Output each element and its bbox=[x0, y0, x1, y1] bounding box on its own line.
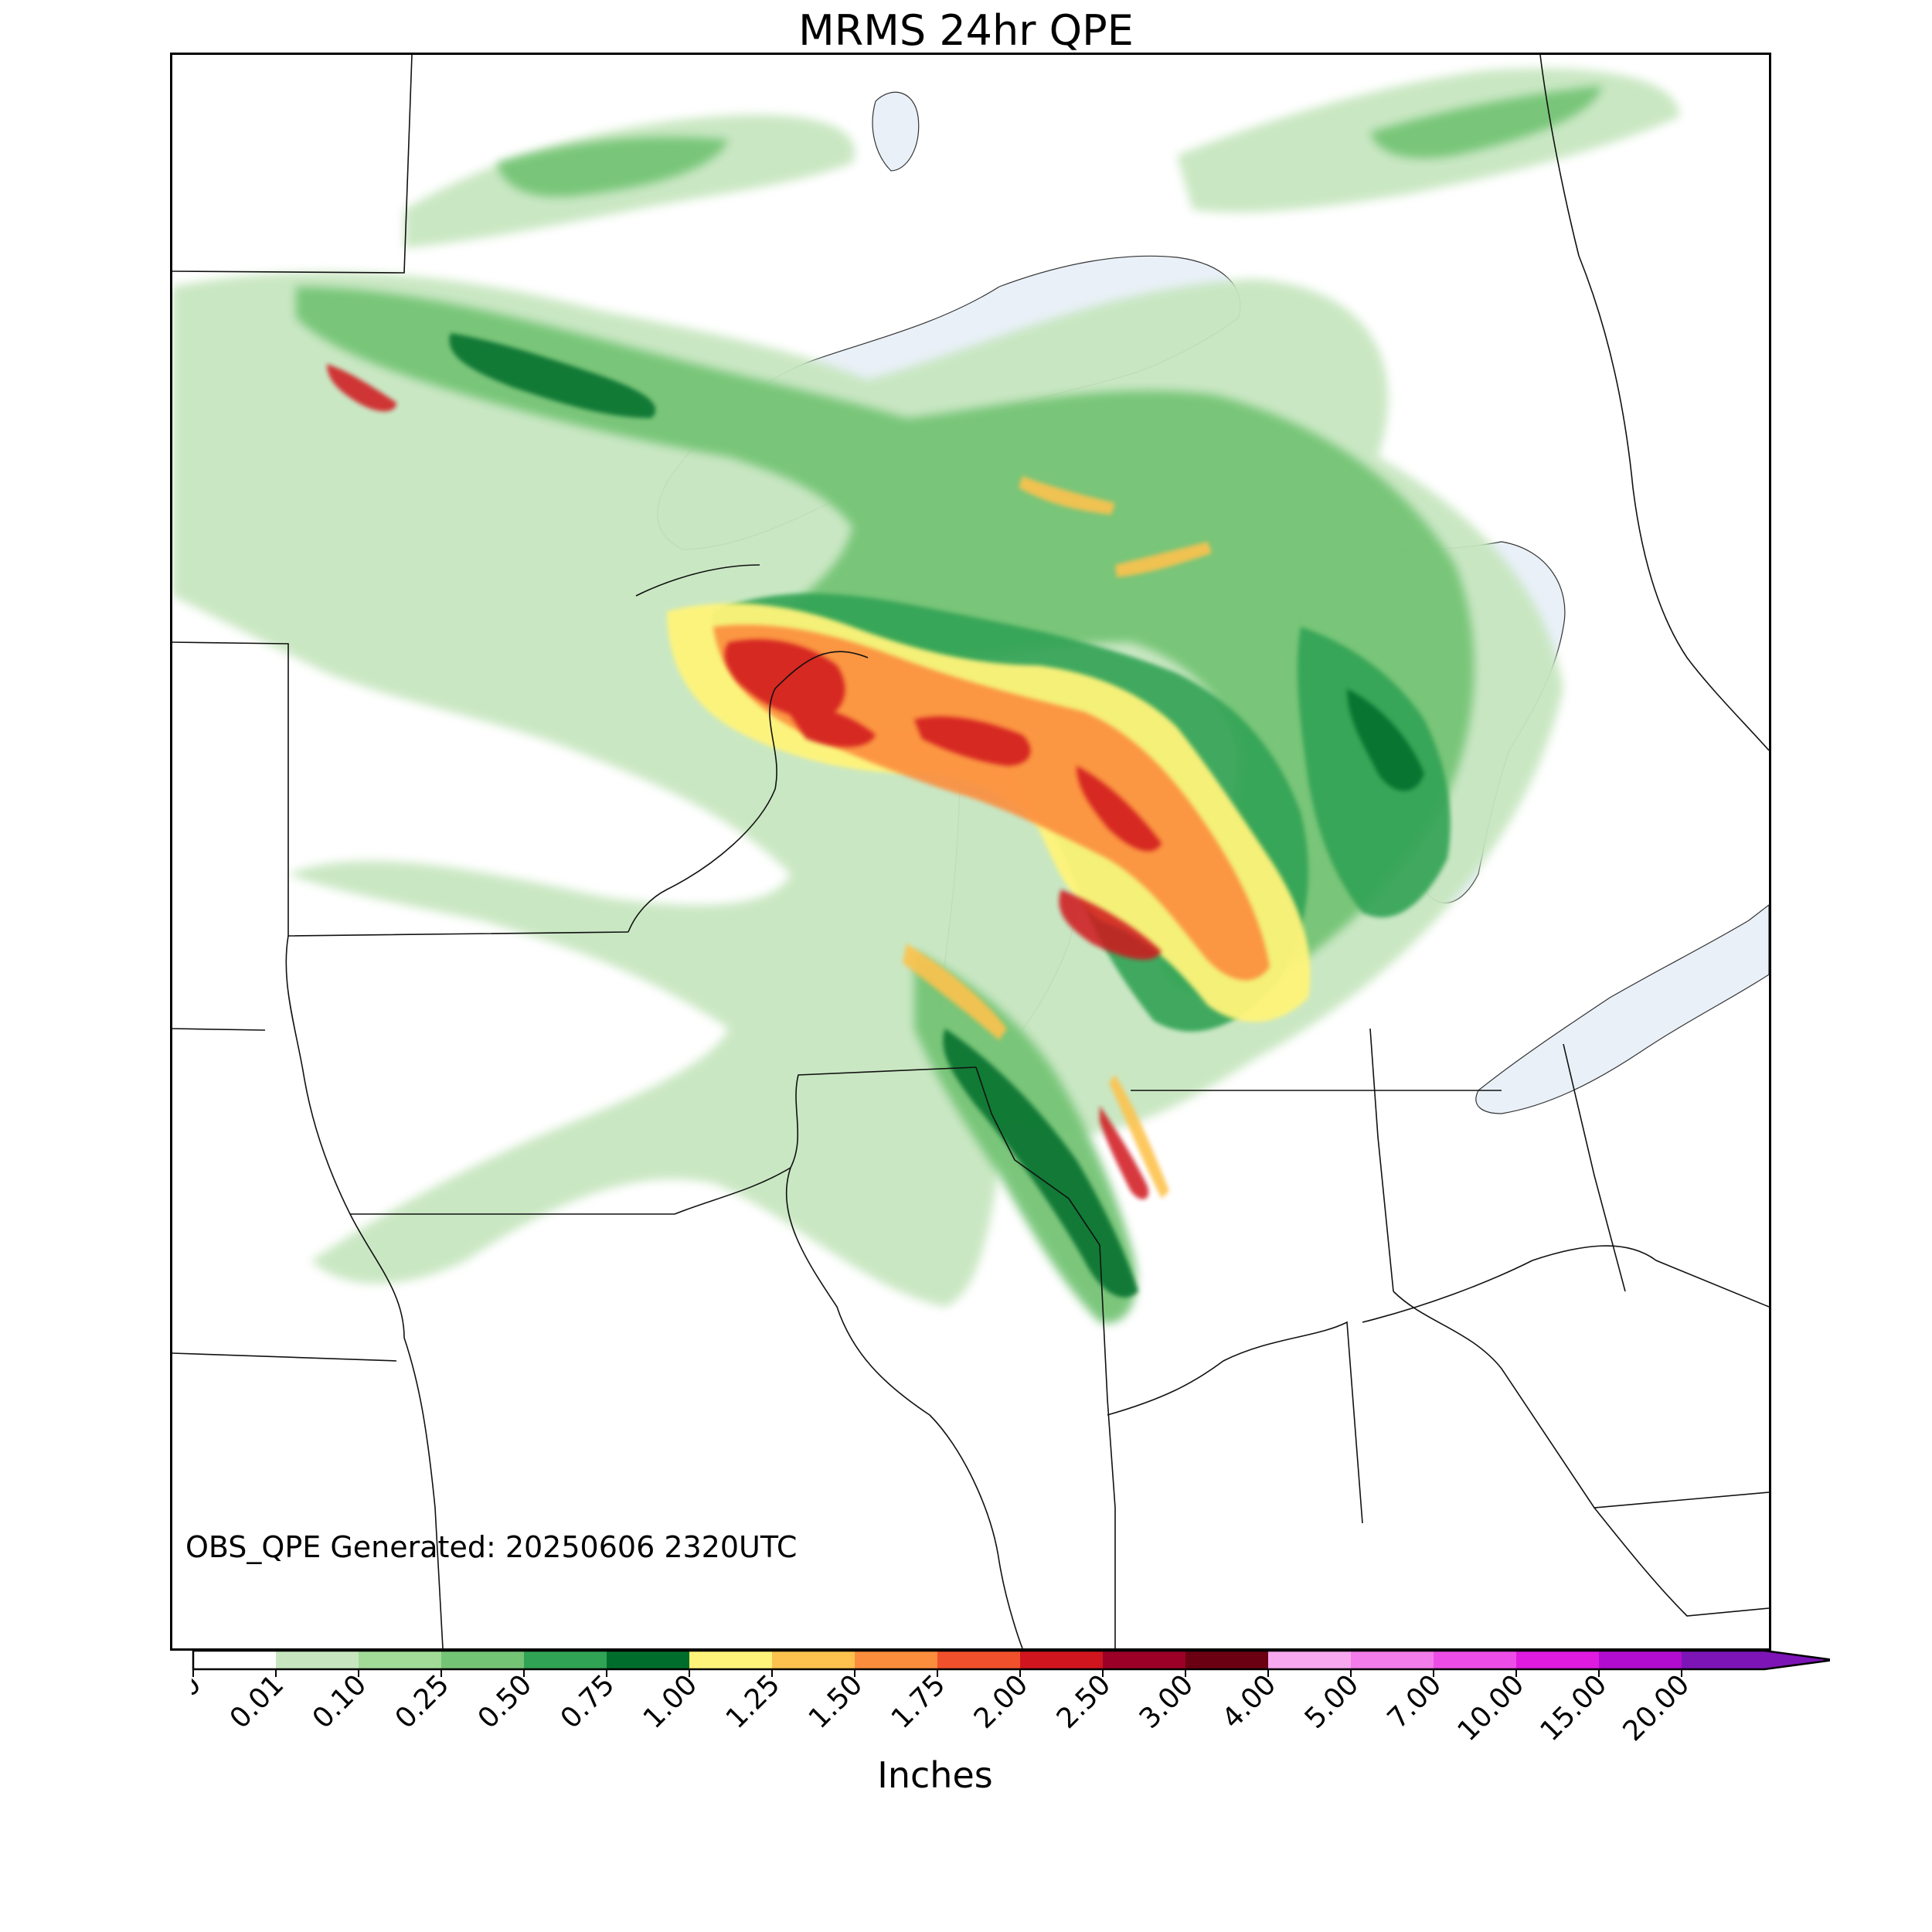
political-borders bbox=[172, 55, 1769, 1648]
colorbar-swatch bbox=[276, 1651, 359, 1669]
colorbar-swatch bbox=[193, 1651, 276, 1669]
colorbar-swatch bbox=[1185, 1651, 1268, 1669]
colorbar-tick-label: 1.25 bbox=[720, 1668, 787, 1735]
colorbar-swatches bbox=[192, 1649, 1830, 1671]
colorbar-tick-label: 0.50 bbox=[472, 1668, 539, 1735]
colorbar-tick-label: 0.75 bbox=[555, 1668, 621, 1735]
colorbar-swatch bbox=[1434, 1651, 1516, 1669]
lake-winnipeg-fragment bbox=[872, 91, 920, 172]
colorbar-tick-label: 2.50 bbox=[1051, 1668, 1117, 1735]
colorbar-tick-label: 0.00 bbox=[192, 1668, 207, 1735]
colorbar-swatch bbox=[359, 1651, 441, 1669]
colorbar-swatch bbox=[689, 1651, 772, 1669]
colorbar-tick-label: 0.01 bbox=[224, 1668, 291, 1735]
colorbar-tick-label: 4.00 bbox=[1216, 1668, 1283, 1735]
map-canvas bbox=[172, 55, 1769, 1648]
colorbar-tick-label: 20.00 bbox=[1617, 1668, 1696, 1747]
colorbar-swatch bbox=[772, 1651, 855, 1669]
colorbar-tick-label: 2.00 bbox=[968, 1668, 1035, 1735]
colorbar-tick-label: 7.00 bbox=[1382, 1668, 1448, 1735]
colorbar-swatch bbox=[1516, 1651, 1599, 1669]
colorbar-tick-label: 10.00 bbox=[1451, 1668, 1530, 1747]
colorbar-tick-label: 15.00 bbox=[1534, 1668, 1613, 1747]
colorbar-swatch bbox=[441, 1651, 524, 1669]
colorbar-swatch bbox=[1103, 1651, 1185, 1669]
qpe-shading bbox=[172, 68, 1679, 1324]
colorbar-swatch bbox=[1020, 1651, 1103, 1669]
colorbar-tick-label: 1.75 bbox=[886, 1668, 952, 1735]
colorbar-tick-label: 0.25 bbox=[389, 1668, 456, 1735]
colorbar-tick-label: 1.50 bbox=[803, 1668, 869, 1735]
colorbar-outline bbox=[192, 1649, 1830, 1671]
generated-timestamp: OBS_QPE Generated: 20250606 2320UTC bbox=[185, 1530, 798, 1564]
colorbar-swatch bbox=[607, 1651, 689, 1669]
lake-erie bbox=[1475, 904, 1769, 1114]
colorbar-ticks: 0.00 0.01 0.10 0.25 0.50 0.75 1.00 1.25 1.50 1.75… bbox=[192, 1668, 1696, 1747]
precipitation-map bbox=[170, 53, 1771, 1651]
map-title: MRMS 24hr QPE bbox=[798, 6, 1134, 55]
colorbar-tick-label: 1.00 bbox=[638, 1668, 704, 1735]
colorbar: 0.00 0.01 0.10 0.25 0.50 0.75 1.00 1.25 1.50 1.75… bbox=[192, 1649, 1830, 1747]
colorbar-swatch bbox=[937, 1651, 1020, 1669]
colorbar-swatch bbox=[1268, 1651, 1351, 1669]
colorbar-tick-label: 5.00 bbox=[1299, 1668, 1366, 1735]
colorbar-tick-label: 0.10 bbox=[307, 1668, 373, 1735]
colorbar-swatch bbox=[855, 1651, 937, 1669]
colorbar-label: Inches bbox=[877, 1754, 993, 1796]
colorbar-swatch bbox=[1351, 1651, 1434, 1669]
colorbar-swatch bbox=[1682, 1651, 1830, 1669]
colorbar-swatch bbox=[524, 1651, 607, 1669]
colorbar-swatch bbox=[1599, 1651, 1682, 1669]
colorbar-tick-label: 3.00 bbox=[1134, 1668, 1200, 1735]
